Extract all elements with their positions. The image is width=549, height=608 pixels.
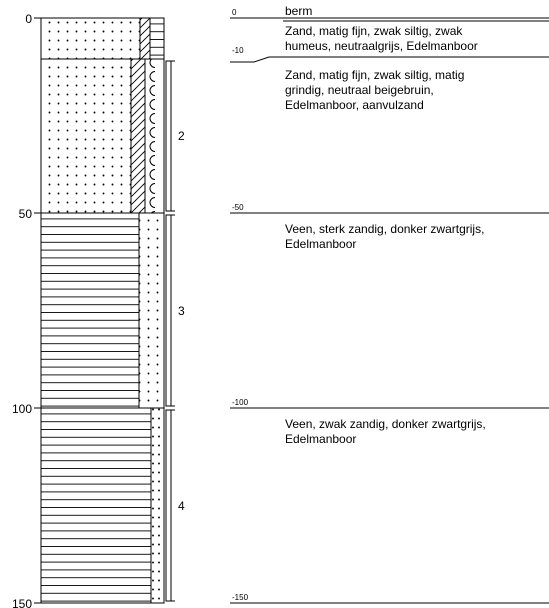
sample-number-2: 2 xyxy=(178,129,185,143)
layer-descriptions: 0 berm Zand, matig fijn, zwak siltig, zw… xyxy=(230,4,549,604)
sample-markers: 2 3 4 xyxy=(165,60,185,602)
sample-marker-4: 4 xyxy=(165,409,185,602)
layer-description-line: Veen, zwak zandig, donker zwartgrijs, xyxy=(285,417,486,431)
depth-tick-150: 150 xyxy=(12,597,32,608)
layer-description-2: Zand, matig fijn, zwak siltig, zwak hume… xyxy=(283,20,549,53)
depth-tick-100: 100 xyxy=(12,402,32,416)
layer-description-line: humeus, neutraalgrijs, Edelmanboor xyxy=(285,39,478,53)
layer-description-line: Edelmanboor xyxy=(285,237,356,251)
layer-description-line: berm xyxy=(285,4,312,18)
bottom-depth: -150 xyxy=(232,593,249,602)
layer-description-line: Zand, matig fijn, zwak siltig, zwak xyxy=(285,24,463,38)
lithology-column xyxy=(40,17,165,604)
depth-axis: 0 50 100 150 xyxy=(12,12,42,608)
layer-description-line: grindig, neutraal beigebruin, xyxy=(285,83,434,97)
layer-top-depth-1: 0 xyxy=(232,8,237,17)
log-bottom: -150 xyxy=(230,593,549,604)
sample-marker-3: 3 xyxy=(165,214,185,407)
layer-top-depth-3: -10 xyxy=(232,46,244,55)
layer-description-line: Edelmanboor xyxy=(285,432,356,446)
sample-number-3: 3 xyxy=(178,304,185,318)
lithology-layer-4 xyxy=(40,407,165,604)
sample-marker-2: 2 xyxy=(165,60,185,212)
layer-top-depth-4: -50 xyxy=(232,203,244,212)
lithology-layer-2 xyxy=(40,58,165,214)
layer-description-5: -100 Veen, zwak zandig, donker zwartgrij… xyxy=(230,398,549,446)
layer-description-line: Zand, matig fijn, zwak siltig, matig xyxy=(285,68,464,82)
lithology-layer-1 xyxy=(40,17,165,60)
depth-tick-50: 50 xyxy=(19,207,33,221)
layer-description-3: -10 Zand, matig fijn, zwak siltig, matig… xyxy=(230,46,549,112)
layer-description-line: Edelmanboor, aanvulzand xyxy=(285,98,424,112)
lithology-layer-3 xyxy=(40,212,165,409)
layer-description-1: 0 berm xyxy=(230,4,549,19)
depth-tick-0: 0 xyxy=(25,12,32,26)
layer-description-4: -50 Veen, sterk zandig, donker zwartgrij… xyxy=(230,203,549,251)
layer-top-depth-5: -100 xyxy=(232,398,249,407)
sample-number-4: 4 xyxy=(178,499,185,513)
layer-description-line: Veen, sterk zandig, donker zwartgrijs, xyxy=(285,222,484,236)
